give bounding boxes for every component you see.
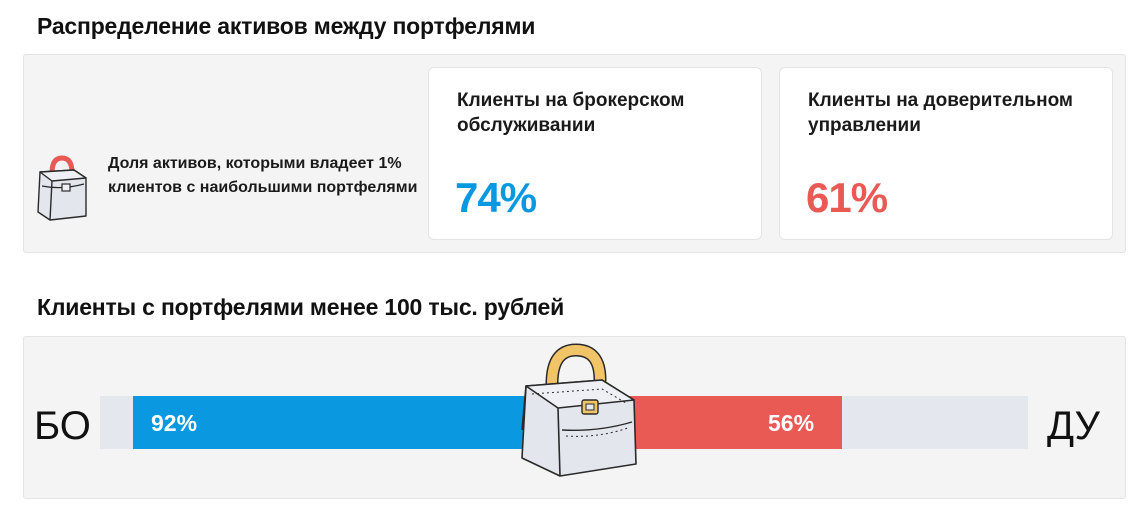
bar-du-value: 56% [768, 410, 815, 436]
brokerage-card: Клиенты на брокерском обслуживании 74% [428, 67, 762, 240]
brokerage-card-label: Клиенты на брокерском обслуживании [457, 90, 685, 136]
bar-bo-value: 92% [151, 410, 198, 436]
trust-card-value: 61% [806, 174, 888, 221]
brokerage-card-value: 74% [455, 174, 537, 221]
trust-card: Клиенты на доверительном управлении 61% [779, 67, 1113, 240]
section-title-asset-distribution: Распределение активов между портфелями [37, 13, 536, 39]
label-du: ДУ [1047, 404, 1100, 448]
section-title-small-portfolios: Клиенты с портфелями менее 100 тыс. рубл… [37, 294, 565, 320]
briefcase-icon [34, 152, 90, 222]
briefcase-icon [518, 340, 642, 480]
trust-card-label: Клиенты на доверительном управлении [808, 90, 1073, 136]
label-bo: БО [34, 404, 91, 448]
asset-share-label: Доля активов, которыми владеет 1% клиент… [108, 155, 418, 196]
